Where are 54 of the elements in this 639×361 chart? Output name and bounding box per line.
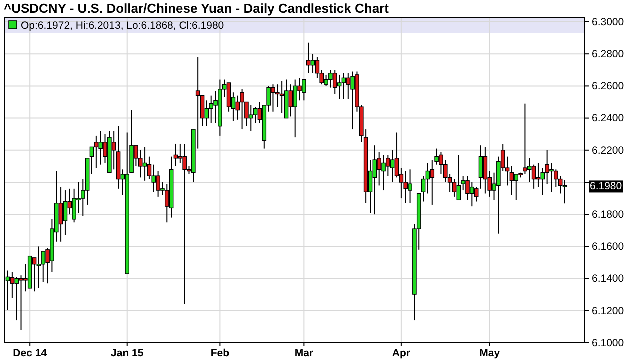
candlestick bbox=[483, 146, 488, 194]
y-tick-label: 6.1000 bbox=[592, 337, 624, 350]
candlestick bbox=[32, 257, 37, 292]
candlestick bbox=[306, 42, 311, 74]
candlestick bbox=[474, 186, 479, 202]
candlestick bbox=[310, 54, 316, 74]
candlestick bbox=[532, 164, 536, 190]
candlestick bbox=[390, 150, 395, 183]
candlestick bbox=[337, 74, 342, 100]
candlestick bbox=[342, 72, 346, 100]
candlestick bbox=[404, 170, 408, 204]
candlestick bbox=[430, 160, 435, 206]
candlestick bbox=[112, 130, 116, 170]
candlestick bbox=[426, 162, 430, 194]
candlestick bbox=[63, 190, 68, 236]
text: 6.1980 bbox=[590, 180, 622, 193]
candlestick bbox=[452, 178, 457, 198]
x-tick-label: May bbox=[480, 347, 500, 360]
y-tick-label: 6.3000 bbox=[592, 16, 624, 28]
y-tick-label: 6.1800 bbox=[592, 208, 624, 221]
y-tick-label: 6.2200 bbox=[592, 144, 624, 157]
chart-title: ^USDCNY - U.S. Dollar/Chinese Yuan - Daily Candlestick Chart bbox=[4, 1, 390, 16]
y-tick-label: 6.1600 bbox=[592, 241, 624, 254]
candlestick bbox=[288, 84, 294, 118]
candlestick bbox=[36, 246, 42, 289]
x-tick-label: Jan 15 bbox=[111, 347, 144, 360]
annotation: Op:6.1972, Hi:6.2013, Lo:6.1868, Cl:6.1980 bbox=[21, 20, 224, 32]
candlestick bbox=[562, 180, 568, 204]
candlestick bbox=[236, 95, 240, 120]
candlestick bbox=[478, 145, 484, 190]
candlestick bbox=[372, 145, 378, 216]
candlestick bbox=[10, 272, 15, 299]
x-tick-label: Dec 14 bbox=[13, 347, 48, 360]
y-tick-label: 6.2800 bbox=[592, 48, 624, 60]
candlestick bbox=[332, 70, 338, 95]
candlestick bbox=[58, 186, 64, 242]
candlestick bbox=[248, 104, 254, 132]
candlestick bbox=[510, 166, 514, 196]
x-tick-label: Feb bbox=[210, 347, 230, 360]
y-tick-label: 6.2600 bbox=[592, 80, 624, 93]
candlestick bbox=[456, 154, 462, 201]
y-tick-label: 6.1200 bbox=[592, 305, 624, 318]
candlestick bbox=[514, 174, 519, 201]
x-tick-label: Mar bbox=[294, 347, 314, 360]
y-tick-label: 6.1400 bbox=[592, 273, 624, 286]
x-tick-label: Apr bbox=[392, 347, 410, 360]
candlestick bbox=[147, 156, 152, 180]
candlestick bbox=[142, 146, 148, 182]
candlestick bbox=[174, 143, 178, 167]
candlestick bbox=[346, 72, 351, 100]
candlestick bbox=[94, 135, 99, 169]
candlestick bbox=[527, 158, 532, 183]
y-tick-label: 6.2400 bbox=[592, 112, 624, 125]
candlestick bbox=[253, 106, 258, 124]
